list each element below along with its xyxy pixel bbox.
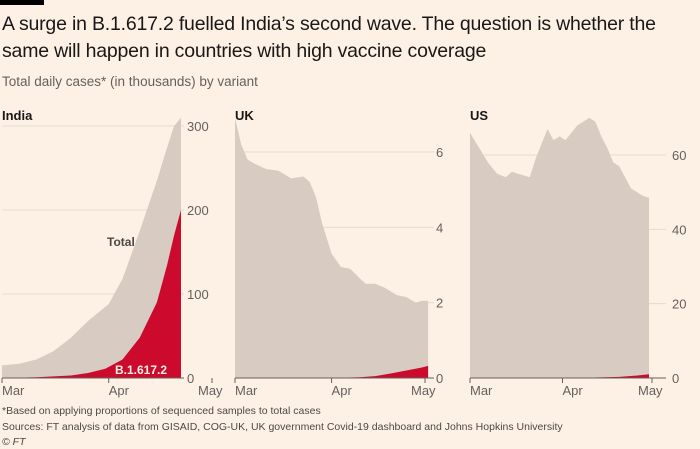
y-tick-label: 200 — [187, 203, 209, 218]
y-tick-label: 60 — [672, 148, 686, 163]
x-tick-label: Apr — [332, 383, 353, 398]
sources: Sources: FT analysis of data from GISAID… — [2, 421, 563, 433]
chart-subtitle: Total daily cases* (in thousands) by var… — [2, 74, 258, 89]
y-tick-label: 20 — [672, 297, 686, 312]
y-tick-label: 2 — [436, 296, 443, 311]
chart-title: A surge in B.1.617.2 fuelled India’s sec… — [2, 13, 656, 62]
area-total — [235, 118, 429, 378]
area-total — [2, 117, 181, 378]
footnote: *Based on applying proportions of sequen… — [2, 405, 321, 417]
x-tick-label: Mar — [235, 383, 258, 398]
y-tick-label: 40 — [672, 222, 686, 237]
x-tick-label: Apr — [562, 383, 583, 398]
y-tick-label: 300 — [187, 119, 209, 134]
copyright: © FT — [2, 436, 26, 448]
annotation-variant: B.1.617.2 — [115, 363, 167, 377]
area-b16172 — [235, 365, 429, 378]
y-tick-label: 0 — [672, 371, 679, 386]
panel-uk: UK 0 2 4 6 Mar Apr May — [234, 108, 443, 398]
x-tick-label: Mar — [470, 383, 493, 398]
y-tick-label: 4 — [436, 220, 443, 235]
y-tick-label: 0 — [436, 371, 443, 386]
x-tick-label: May — [198, 383, 223, 398]
x-tick-label: May — [411, 383, 436, 398]
area-total — [470, 117, 649, 379]
panel-title: India — [2, 108, 33, 123]
annotation-total: Total — [107, 235, 135, 249]
y-tick-label: 0 — [187, 371, 194, 386]
panel-title: US — [470, 108, 488, 123]
area-b16172 — [2, 210, 181, 378]
panel-title: UK — [235, 108, 254, 123]
x-tick-label: Mar — [2, 383, 25, 398]
panel-us: US 0 20 40 60 Mar Apr May — [469, 108, 686, 398]
y-tick-label: 6 — [436, 145, 443, 160]
y-tick-label: 100 — [187, 287, 209, 302]
panel-india: India 0 100 200 300 Mar Apr May Total B.1.617.2 — [1, 108, 223, 398]
x-tick-label: Apr — [109, 383, 130, 398]
x-tick-label: May — [638, 383, 663, 398]
ft-brand-bar — [0, 0, 44, 5]
